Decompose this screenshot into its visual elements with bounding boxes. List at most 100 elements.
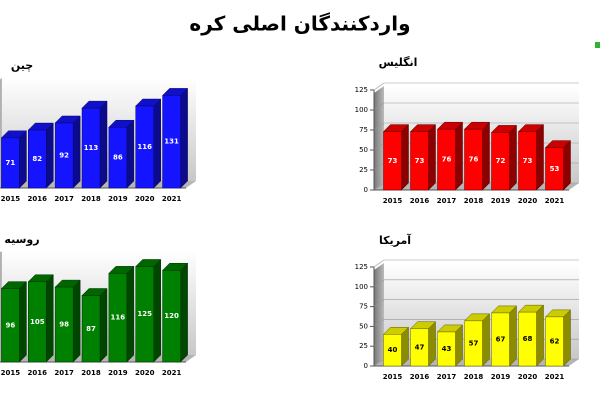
x-tick-label: 2015 <box>383 197 403 205</box>
value-label: 76 <box>469 156 479 164</box>
bar-side <box>72 279 81 363</box>
bar <box>108 126 128 189</box>
bar-side <box>99 100 108 189</box>
bar <box>54 122 74 189</box>
value-label: 73 <box>388 157 398 165</box>
value-label: 98 <box>59 321 69 329</box>
bar <box>108 273 128 363</box>
y-tick-label: 75 <box>359 303 368 311</box>
x-tick-label: 2018 <box>464 197 484 205</box>
grid-line <box>373 299 579 307</box>
bar <box>464 128 483 191</box>
value-label: 72 <box>496 157 506 165</box>
x-tick-label: 2019 <box>491 197 511 205</box>
side-wall <box>374 263 384 366</box>
bar <box>135 266 154 363</box>
bar <box>1 288 20 363</box>
bar <box>383 131 402 191</box>
bar-side <box>126 119 135 189</box>
bar <box>491 132 510 191</box>
value-label: 87 <box>86 325 96 333</box>
bar <box>1 137 20 189</box>
x-tick-label: 2016 <box>410 373 430 381</box>
value-label: 120 <box>164 312 179 320</box>
value-label: 116 <box>137 143 152 151</box>
value-label: 131 <box>164 138 179 146</box>
x-tick-label: 2017 <box>437 197 457 205</box>
grid-line <box>373 279 579 288</box>
bar-side <box>509 305 517 367</box>
bar <box>162 270 181 363</box>
value-label: 47 <box>415 343 425 351</box>
y-tick-label: 125 <box>355 263 368 271</box>
x-tick-label: 2015 <box>1 195 21 203</box>
chart-title: چین <box>11 59 33 72</box>
value-label: 76 <box>442 156 452 164</box>
bar <box>54 286 74 363</box>
bar <box>81 295 101 363</box>
chart-title: آمریکا <box>379 233 411 247</box>
bar <box>545 147 564 191</box>
bar-side <box>46 274 54 363</box>
bar-side <box>401 123 409 191</box>
x-tick-label: 2018 <box>81 369 101 377</box>
grid-line <box>373 259 579 268</box>
bar <box>135 105 154 189</box>
bar <box>410 328 429 367</box>
value-label: 40 <box>388 346 398 354</box>
x-tick-label: 2017 <box>54 195 74 203</box>
bar-side <box>563 309 571 367</box>
bar-side <box>180 87 188 189</box>
value-label: 125 <box>137 310 152 318</box>
bar-side <box>455 121 463 191</box>
bar-side <box>509 124 517 191</box>
x-tick-label: 2020 <box>135 369 155 377</box>
bar-side <box>19 130 27 189</box>
value-label: 71 <box>6 159 16 167</box>
side-wall <box>374 86 384 190</box>
value-label: 113 <box>84 144 99 152</box>
bar <box>437 331 456 367</box>
x-tick-label: 2019 <box>108 195 128 203</box>
bar-side <box>19 281 27 363</box>
chart-title: روسیه <box>4 233 39 246</box>
bar <box>491 312 510 367</box>
value-label: 116 <box>111 314 126 322</box>
x-tick-label: 2017 <box>54 369 74 377</box>
value-label: 82 <box>32 155 42 163</box>
value-label: 92 <box>59 151 69 159</box>
bar-side <box>126 265 135 363</box>
bar-side <box>563 139 571 191</box>
y-tick-label: 100 <box>355 283 368 291</box>
value-label: 86 <box>113 154 123 162</box>
x-tick-label: 2021 <box>545 197 565 205</box>
value-label: 68 <box>523 335 533 343</box>
x-tick-label: 2019 <box>108 369 128 377</box>
bar-side <box>428 123 436 191</box>
x-tick-label: 2016 <box>28 195 48 203</box>
value-label: 73 <box>523 157 533 165</box>
bar <box>81 107 101 189</box>
y-tick-label: 50 <box>359 322 368 330</box>
bar <box>28 281 47 363</box>
bar-side <box>99 287 108 363</box>
value-label: 73 <box>415 157 425 165</box>
y-tick-label: 0 <box>364 362 368 370</box>
bar <box>464 320 483 367</box>
bar <box>437 128 456 191</box>
bar-side <box>482 313 490 367</box>
bar <box>383 334 402 367</box>
bar <box>28 129 47 189</box>
bar <box>545 316 564 367</box>
value-label: 62 <box>550 337 560 345</box>
x-tick-label: 2016 <box>28 369 48 377</box>
bar-side <box>153 98 161 189</box>
x-tick-label: 2015 <box>1 369 21 377</box>
y-tick-label: 25 <box>359 342 368 350</box>
grid-line <box>373 102 579 111</box>
value-label: 57 <box>469 339 479 347</box>
bar <box>518 311 537 367</box>
y-tick-label: 0 <box>364 186 368 194</box>
x-tick-label: 2015 <box>383 373 403 381</box>
